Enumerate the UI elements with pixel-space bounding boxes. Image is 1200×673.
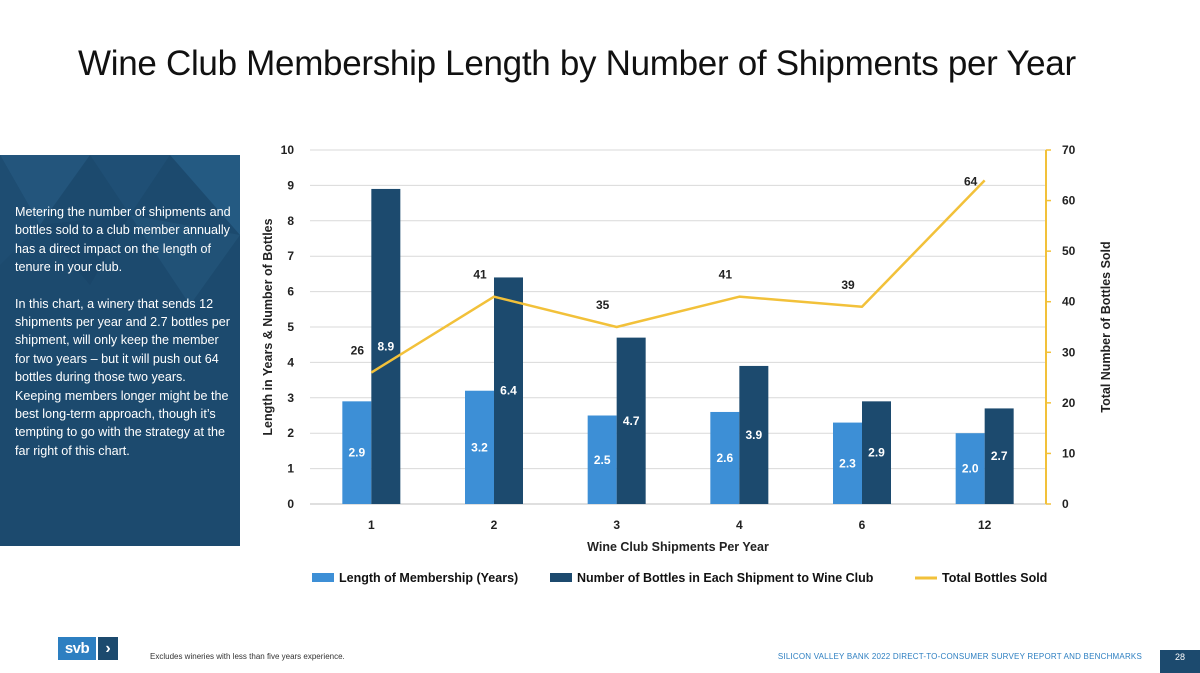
bar-membership bbox=[342, 401, 372, 504]
legend-label: Length of Membership (Years) bbox=[339, 571, 518, 585]
line-data-label: 64 bbox=[964, 174, 978, 188]
bar-data-label: 3.9 bbox=[745, 428, 762, 442]
y-tick-label: 3 bbox=[287, 391, 294, 405]
line-data-label: 35 bbox=[596, 298, 610, 312]
page-number: 28 bbox=[1160, 650, 1200, 673]
side-panel: Metering the number of shipments and bot… bbox=[0, 155, 240, 546]
bar-data-label: 2.0 bbox=[962, 462, 979, 476]
panel-texture-graphic bbox=[0, 155, 240, 305]
y-axis-title: Length in Years & Number of Bottles bbox=[261, 218, 275, 435]
bar-data-label: 8.9 bbox=[377, 339, 394, 353]
x-tick-label: 3 bbox=[613, 518, 620, 532]
y-tick-label: 0 bbox=[287, 497, 294, 511]
chevron-right-icon: › bbox=[98, 637, 118, 660]
line-total-bottles bbox=[370, 179, 986, 374]
bar-data-label: 2.6 bbox=[716, 451, 733, 465]
bar-data-label: 2.5 bbox=[594, 453, 611, 467]
svb-logo: svb › bbox=[58, 637, 118, 660]
legend-swatch bbox=[312, 573, 334, 582]
y2-tick-label: 30 bbox=[1062, 345, 1076, 359]
bar-membership bbox=[465, 390, 494, 504]
line-data-label: 41 bbox=[473, 268, 487, 282]
bar-bottles bbox=[862, 401, 891, 504]
y2-tick-label: 60 bbox=[1062, 194, 1076, 208]
y2-tick-label: 50 bbox=[1062, 244, 1076, 258]
x-tick-label: 6 bbox=[859, 518, 866, 532]
bar-data-label: 3.2 bbox=[471, 440, 488, 454]
legend-swatch bbox=[550, 573, 572, 582]
report-title: SILICON VALLEY BANK 2022 DIRECT-TO-CONSU… bbox=[777, 652, 1142, 661]
x-tick-label: 12 bbox=[978, 518, 992, 532]
bar-data-label: 2.7 bbox=[991, 449, 1008, 463]
bar-bottles bbox=[984, 408, 1014, 504]
x-tick-label: 4 bbox=[736, 518, 743, 532]
y-tick-label: 10 bbox=[281, 143, 295, 157]
page-title: Wine Club Membership Length by Number of… bbox=[78, 44, 1076, 83]
bar-bottles bbox=[739, 365, 769, 504]
bar-membership bbox=[833, 422, 862, 504]
legend-label: Number of Bottles in Each Shipment to Wi… bbox=[577, 571, 874, 585]
y-tick-label: 4 bbox=[287, 355, 294, 369]
y2-tick-label: 0 bbox=[1062, 497, 1069, 511]
line-data-label: 26 bbox=[351, 344, 365, 358]
y-tick-label: 1 bbox=[287, 462, 294, 476]
y2-tick-label: 20 bbox=[1062, 396, 1076, 410]
legend-label: Total Bottles Sold bbox=[942, 571, 1047, 585]
bar-data-label: 4.7 bbox=[623, 414, 640, 428]
y2-tick-label: 10 bbox=[1062, 446, 1076, 460]
y-tick-label: 9 bbox=[287, 178, 294, 192]
x-tick-label: 2 bbox=[491, 518, 498, 532]
bar-membership bbox=[955, 433, 985, 504]
footnote: Excludes wineries with less than five ye… bbox=[150, 652, 345, 661]
bar-bottles bbox=[616, 337, 646, 504]
line-data-label: 41 bbox=[719, 268, 733, 282]
x-tick-label: 1 bbox=[368, 518, 375, 532]
y-tick-label: 5 bbox=[287, 320, 294, 334]
bar-bottles bbox=[494, 277, 523, 504]
side-paragraph-1: Metering the number of shipments and bot… bbox=[15, 205, 231, 275]
line-data-label: 39 bbox=[841, 278, 855, 292]
y2-axis-title: Total Number of Bottles Sold bbox=[1099, 241, 1113, 412]
bar-data-label: 2.3 bbox=[839, 456, 856, 470]
bar-data-label: 6.4 bbox=[500, 384, 517, 398]
x-axis-title: Wine Club Shipments Per Year bbox=[587, 540, 769, 554]
bar-bottles bbox=[371, 188, 401, 504]
logo-wordmark: svb bbox=[58, 637, 96, 660]
y2-tick-label: 40 bbox=[1062, 295, 1076, 309]
y-tick-label: 2 bbox=[287, 426, 294, 440]
bar-data-label: 2.9 bbox=[868, 446, 885, 460]
bar-membership bbox=[587, 415, 617, 504]
y2-tick-label: 70 bbox=[1062, 143, 1076, 157]
y-tick-label: 8 bbox=[287, 214, 294, 228]
side-panel-text: Metering the number of shipments and bot… bbox=[15, 203, 235, 478]
bar-membership bbox=[710, 411, 740, 504]
side-paragraph-2: In this chart, a winery that sends 12 sh… bbox=[15, 296, 230, 458]
y-tick-label: 6 bbox=[287, 285, 294, 299]
bar-data-label: 2.9 bbox=[348, 446, 365, 460]
y-tick-label: 7 bbox=[287, 249, 294, 263]
